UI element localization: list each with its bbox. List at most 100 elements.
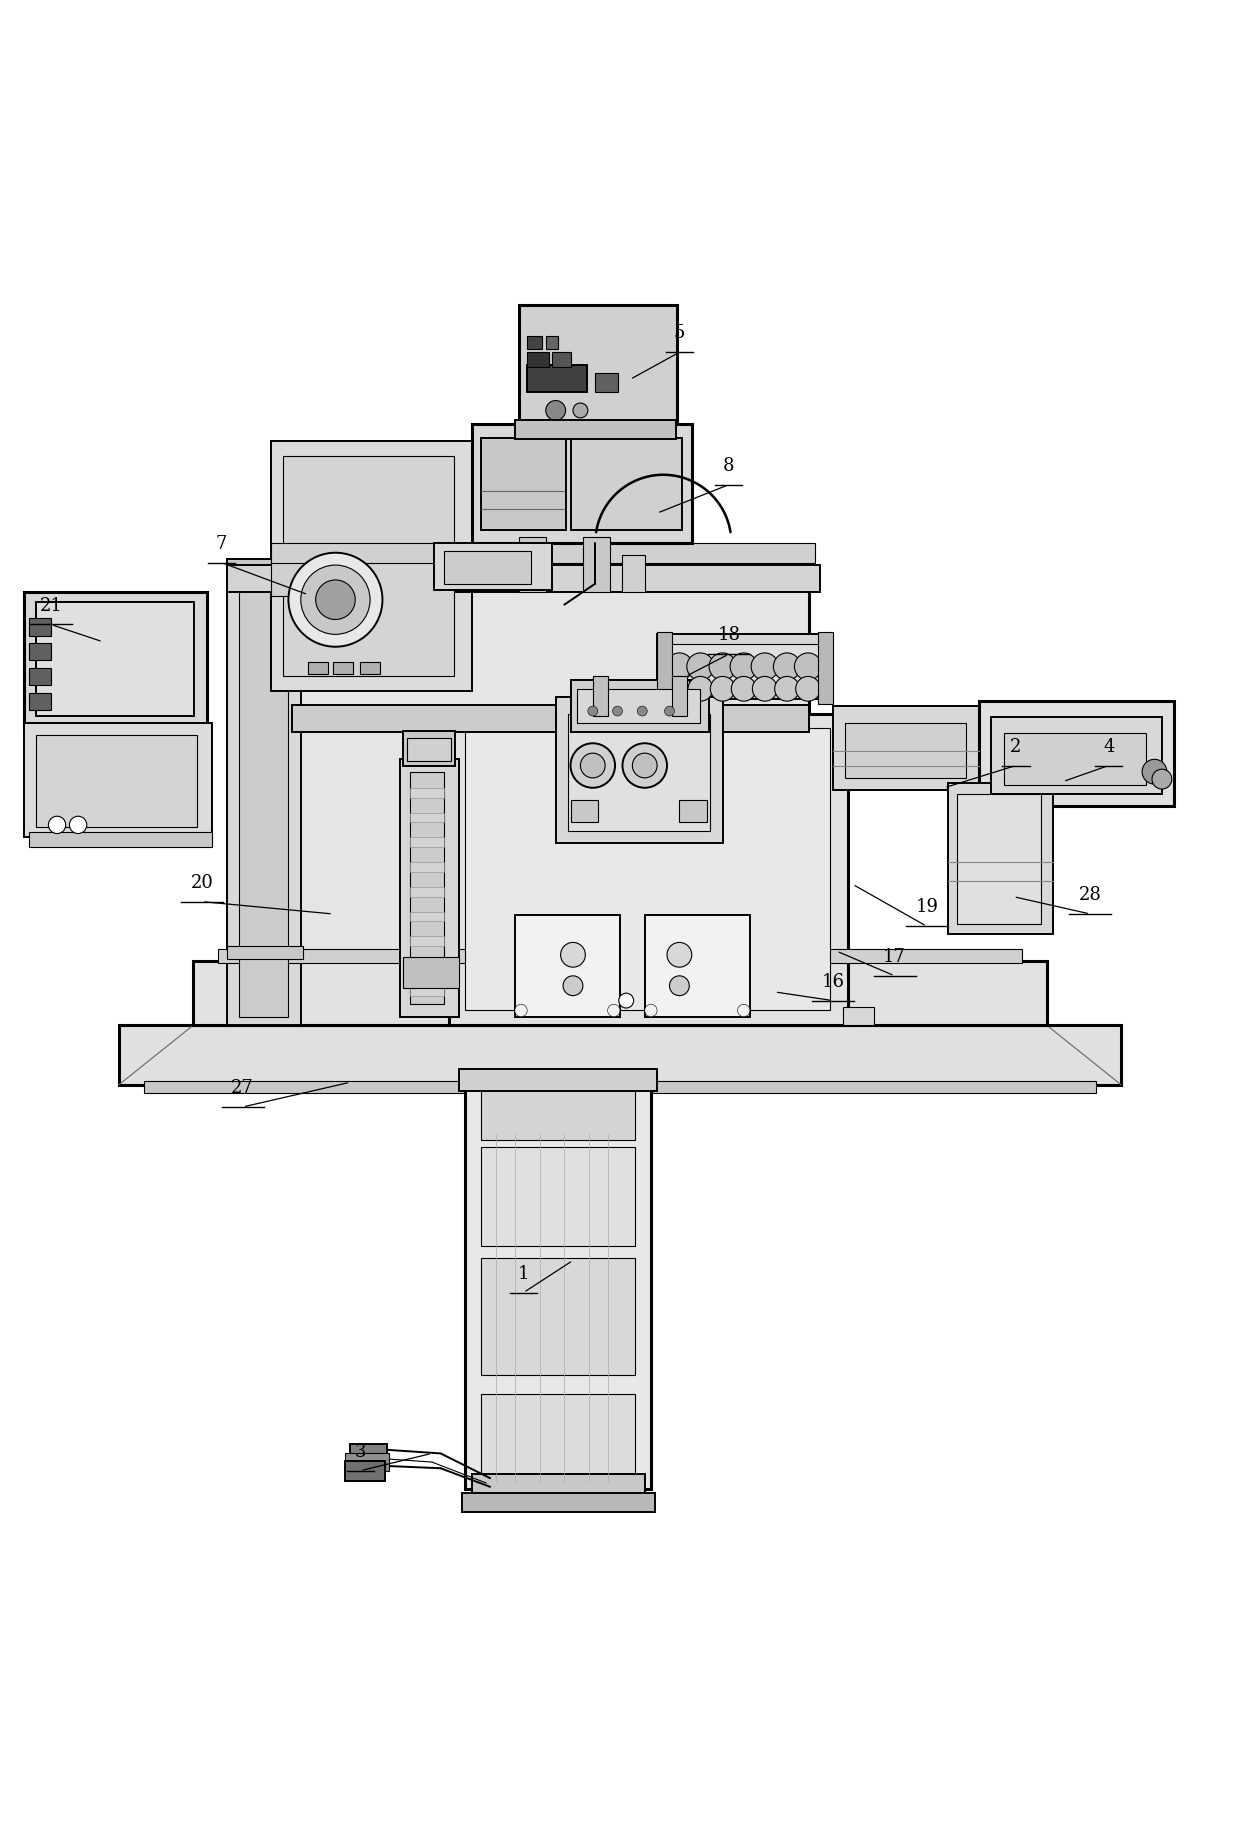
Bar	[843, 1006, 874, 1025]
Text: 21: 21	[40, 596, 62, 614]
Bar	[144, 1081, 1096, 1094]
Bar	[481, 438, 565, 530]
Bar	[218, 948, 1022, 964]
Circle shape	[619, 994, 634, 1008]
Circle shape	[711, 676, 735, 702]
Bar	[991, 716, 1162, 795]
Bar	[24, 592, 207, 729]
Circle shape	[632, 753, 657, 778]
Bar	[518, 304, 677, 427]
Bar	[461, 1493, 655, 1511]
Bar	[409, 788, 444, 798]
Bar	[978, 702, 1174, 806]
Circle shape	[732, 676, 756, 702]
Bar	[409, 862, 444, 871]
Bar	[193, 961, 1047, 1025]
Circle shape	[751, 653, 779, 680]
Bar	[227, 580, 301, 1025]
Bar	[409, 886, 444, 897]
Bar	[409, 813, 444, 822]
Bar	[465, 1083, 651, 1489]
Bar	[657, 633, 672, 704]
Bar	[672, 676, 687, 716]
Circle shape	[730, 653, 758, 680]
Bar	[680, 800, 707, 822]
Text: 2: 2	[1011, 738, 1022, 755]
Bar	[449, 713, 848, 1025]
Text: 18: 18	[718, 627, 740, 644]
Circle shape	[573, 403, 588, 417]
Bar	[284, 456, 454, 676]
Circle shape	[48, 817, 66, 833]
Bar	[403, 957, 459, 988]
Circle shape	[738, 1004, 750, 1017]
Circle shape	[570, 744, 615, 788]
Bar	[947, 782, 1053, 933]
Bar	[239, 591, 289, 1017]
Bar	[595, 374, 618, 392]
Bar	[459, 1068, 657, 1090]
Circle shape	[795, 653, 822, 680]
Bar	[515, 421, 676, 439]
Bar	[518, 536, 546, 592]
Text: 16: 16	[821, 973, 844, 990]
Bar	[434, 543, 552, 591]
Bar	[662, 644, 828, 695]
Bar	[471, 425, 692, 543]
Bar	[272, 441, 471, 691]
Circle shape	[775, 676, 800, 702]
Bar	[24, 724, 212, 837]
Bar	[481, 1147, 635, 1245]
Bar	[593, 676, 608, 716]
Circle shape	[667, 676, 692, 702]
Circle shape	[645, 1004, 657, 1017]
Circle shape	[515, 1004, 527, 1017]
Circle shape	[289, 552, 382, 647]
Bar	[407, 738, 450, 760]
Bar	[570, 800, 598, 822]
Text: 5: 5	[673, 324, 684, 343]
Text: 8: 8	[723, 458, 734, 474]
Bar	[345, 1453, 388, 1471]
Circle shape	[667, 942, 692, 968]
Bar	[293, 706, 810, 733]
Circle shape	[301, 565, 370, 634]
Circle shape	[316, 580, 355, 620]
Bar	[481, 1258, 635, 1376]
Bar	[481, 1395, 635, 1480]
Bar	[570, 680, 709, 733]
Bar	[334, 662, 352, 675]
Text: 20: 20	[191, 873, 213, 891]
Bar	[360, 662, 379, 675]
Circle shape	[588, 706, 598, 716]
Bar	[272, 543, 816, 563]
Text: 17: 17	[883, 948, 906, 966]
Circle shape	[613, 706, 622, 716]
Bar	[956, 795, 1040, 924]
Bar	[645, 915, 750, 1017]
Bar	[227, 946, 304, 959]
Bar	[527, 335, 542, 348]
Circle shape	[774, 653, 801, 680]
Bar	[29, 667, 51, 685]
Bar	[570, 438, 682, 530]
Bar	[119, 1025, 1121, 1085]
Bar	[481, 1085, 635, 1141]
Bar	[36, 602, 195, 716]
Bar	[833, 706, 978, 789]
Bar	[345, 1460, 384, 1480]
Circle shape	[796, 676, 821, 702]
Bar	[227, 560, 816, 583]
Bar	[444, 552, 531, 583]
Bar	[231, 582, 810, 952]
Bar	[577, 689, 701, 724]
Bar	[309, 662, 329, 675]
Circle shape	[688, 676, 713, 702]
Circle shape	[622, 744, 667, 788]
Text: 4: 4	[1104, 738, 1115, 755]
Bar	[409, 961, 444, 972]
Bar	[657, 634, 833, 698]
Bar	[403, 731, 455, 766]
Bar	[409, 937, 444, 946]
Circle shape	[670, 975, 689, 995]
